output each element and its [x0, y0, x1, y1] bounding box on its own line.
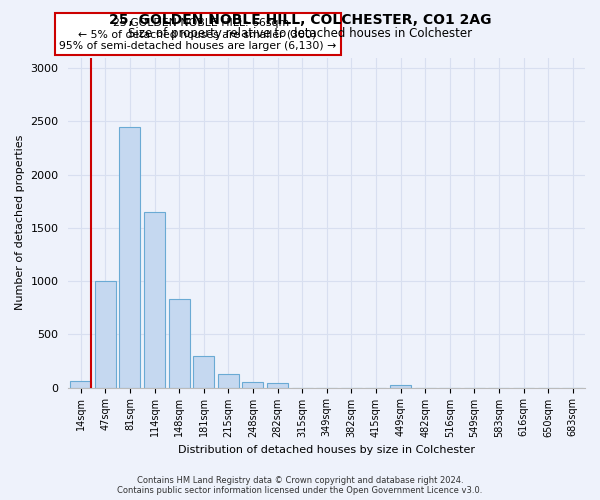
Text: Size of property relative to detached houses in Colchester: Size of property relative to detached ho…	[128, 28, 472, 40]
X-axis label: Distribution of detached houses by size in Colchester: Distribution of detached houses by size …	[178, 445, 475, 455]
Bar	[267, 383, 288, 388]
Bar	[169, 299, 190, 388]
Bar	[144, 212, 165, 388]
Bar	[193, 356, 214, 388]
Text: 25, GOLDEN NOBLE HILL, COLCHESTER, CO1 2AG: 25, GOLDEN NOBLE HILL, COLCHESTER, CO1 2…	[109, 12, 491, 26]
Bar	[95, 281, 116, 388]
Bar	[218, 374, 239, 388]
Y-axis label: Number of detached properties: Number of detached properties	[15, 135, 25, 310]
Bar	[70, 381, 91, 388]
Text: Contains HM Land Registry data © Crown copyright and database right 2024.
Contai: Contains HM Land Registry data © Crown c…	[118, 476, 482, 495]
Bar	[119, 126, 140, 388]
Bar	[390, 385, 411, 388]
Bar	[242, 382, 263, 388]
Text: 25 GOLDEN NOBLE HILL: 66sqm
← 5% of detached houses are smaller (300)
95% of sem: 25 GOLDEN NOBLE HILL: 66sqm ← 5% of deta…	[59, 18, 336, 51]
